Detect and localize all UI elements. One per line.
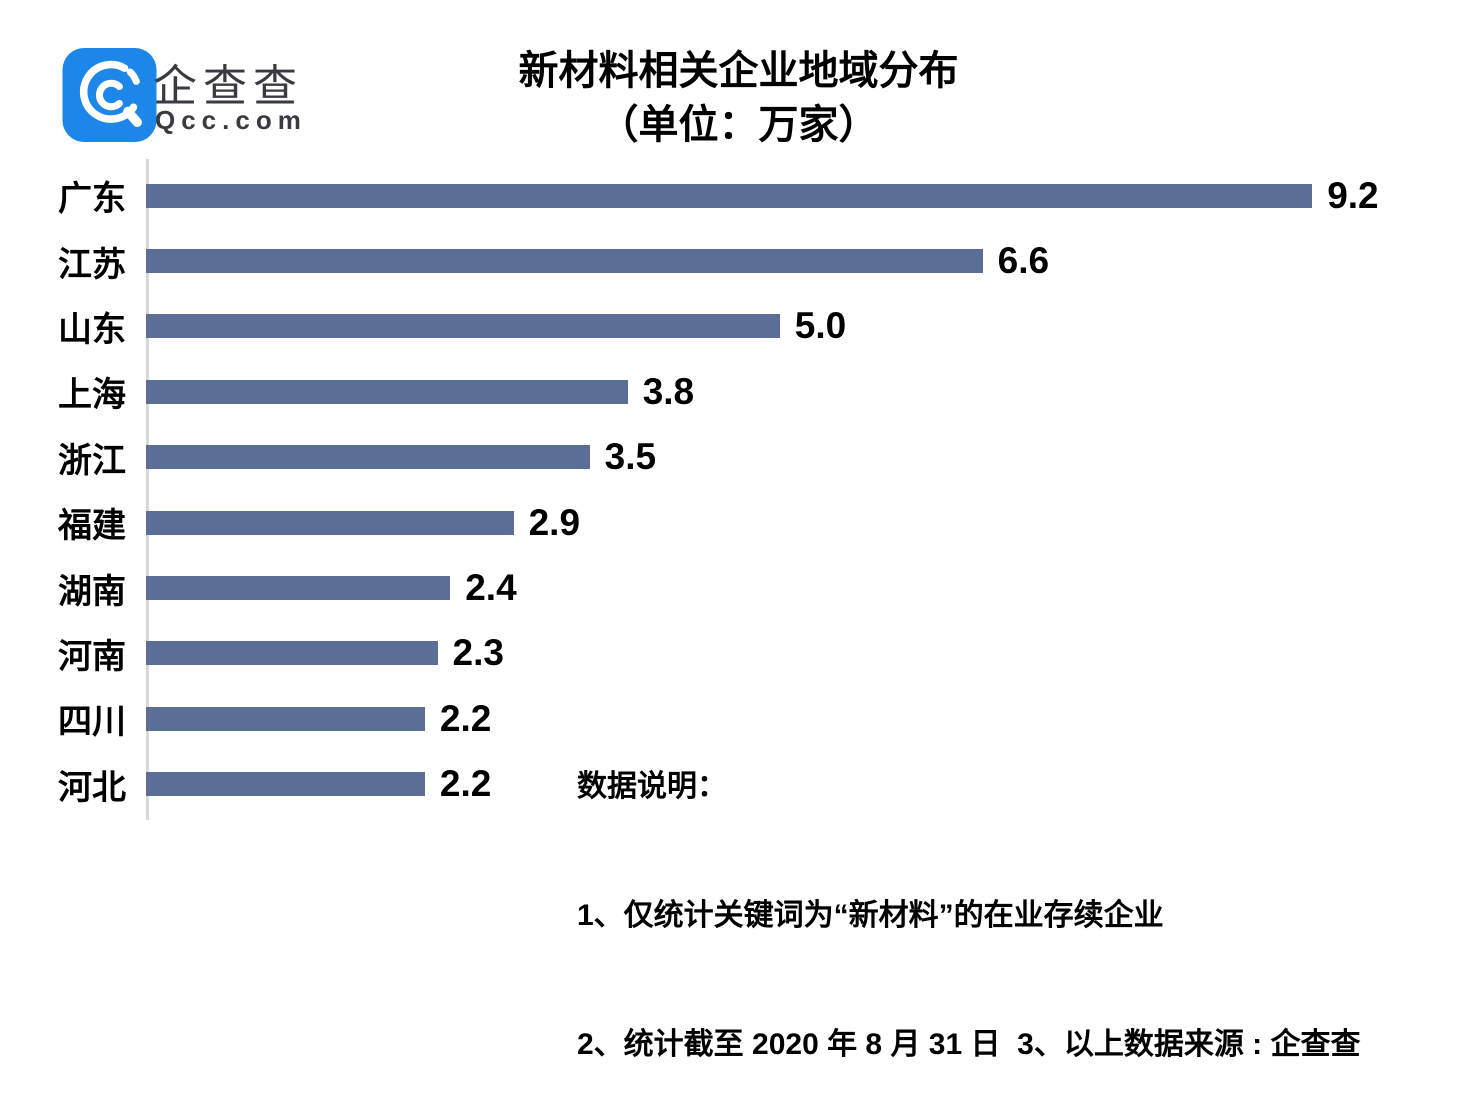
- bar: [146, 576, 451, 601]
- bar-track: 2.4: [146, 555, 1477, 620]
- bar-value-label: 2.2: [439, 697, 492, 739]
- data-notes: 数据说明： 1、仅统计关键词为“新材料”的在业存续企业 2、统计截至 2020 …: [577, 679, 1361, 1109]
- chart-title-line2: （单位：万家）: [598, 103, 879, 147]
- bar: [146, 772, 425, 797]
- bar-track: 2.9: [146, 490, 1477, 555]
- bar: [146, 445, 590, 470]
- bar-value-label: 2.4: [465, 567, 517, 609]
- bar-value-label: 6.6: [997, 240, 1050, 282]
- bar: [146, 706, 425, 731]
- category-label: 山东: [58, 310, 126, 349]
- category-label: 湖南: [58, 572, 126, 611]
- bar-row: 山东 5.0: [0, 294, 1477, 359]
- bar-track: 3.5: [146, 425, 1477, 490]
- bar-track: 5.0: [146, 294, 1477, 359]
- bar-value-label: 3.8: [642, 370, 695, 412]
- chart-title: 新材料相关企业地域分布 （单位：万家）: [0, 44, 1477, 152]
- bar-track: 3.8: [146, 359, 1477, 424]
- category-label: 河北: [58, 768, 126, 807]
- bar-row: 湖南 2.4: [0, 555, 1477, 620]
- brand-name-cn: 企查查: [153, 62, 303, 111]
- bar-track: 2.2: [146, 686, 1477, 751]
- category-label: 福建: [58, 507, 126, 546]
- bar-row: 江苏 6.6: [0, 228, 1477, 293]
- category-label: 河南: [58, 637, 126, 676]
- notes-line1: 1、仅统计关键词为“新材料”的在业存续企业: [577, 899, 1164, 932]
- bar: [146, 641, 438, 666]
- bar-row: 河北 2.2: [0, 752, 1477, 817]
- bar-row: 四川 2.2: [0, 686, 1477, 751]
- category-label: 四川: [58, 703, 126, 742]
- notes-heading: 数据说明：: [577, 770, 727, 803]
- bar-row: 福建 2.9: [0, 490, 1477, 555]
- bar-track: 6.6: [146, 228, 1477, 293]
- bar-track: 2.2: [146, 752, 1477, 817]
- bar-row: 广东 9.2: [0, 163, 1477, 228]
- bar: [146, 510, 514, 535]
- category-label: 江苏: [58, 245, 126, 284]
- bar: [146, 249, 983, 274]
- bar-value-label: 3.5: [604, 436, 657, 478]
- bar-chart: 广东 9.2 江苏 6.6 山东 5.0 上海 3.8 浙江 3.5 福建 2.9 湖南 2.4 河南 2.3…: [0, 159, 1477, 820]
- bar-value-label: 9.2: [1327, 174, 1379, 216]
- qcc-logo-icon: [62, 48, 157, 142]
- bar: [146, 379, 628, 404]
- category-label: 上海: [58, 376, 126, 415]
- bar: [146, 314, 780, 339]
- chart-title-line1: 新材料相关企业地域分布: [518, 49, 959, 93]
- bar-value-label: 5.0: [794, 305, 847, 347]
- bar-value-label: 2.9: [528, 501, 581, 543]
- bar-row: 上海 3.8: [0, 359, 1477, 424]
- y-axis-line: [146, 159, 149, 820]
- bar-rows: 广东 9.2 江苏 6.6 山东 5.0 上海 3.8 浙江 3.5 福建 2.9 湖南 2.4 河南 2.3…: [0, 163, 1477, 817]
- brand-name-en: Qcc.com: [155, 105, 307, 135]
- bar-track: 2.3: [146, 621, 1477, 686]
- category-label: 广东: [58, 180, 126, 219]
- category-label: 浙江: [58, 441, 126, 480]
- bar-row: 河南 2.3: [0, 621, 1477, 686]
- bar-row: 浙江 3.5: [0, 425, 1477, 490]
- bar-value-label: 2.3: [452, 632, 504, 674]
- notes-line2: 2、统计截至 2020 年 8 月 31 日 3、以上数据来源 : 企查查: [577, 1028, 1361, 1061]
- qcc-logo: 企查查 Qcc.com: [62, 48, 301, 142]
- bar-track: 9.2: [146, 163, 1477, 228]
- bar-value-label: 2.2: [439, 763, 492, 805]
- bar: [146, 183, 1313, 208]
